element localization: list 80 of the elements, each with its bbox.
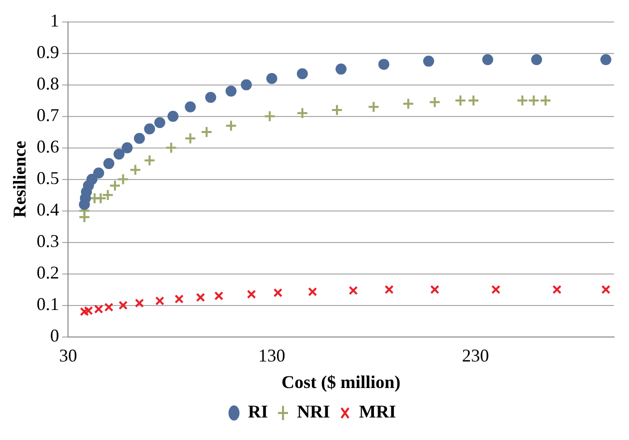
y-tick-label: 0.6	[36, 136, 60, 157]
point	[330, 104, 343, 116]
point	[491, 285, 500, 294]
point	[467, 94, 480, 107]
point	[196, 292, 206, 302]
point	[423, 56, 434, 67]
point	[174, 294, 184, 304]
y-axis-title: Resilience	[9, 140, 30, 218]
point	[264, 110, 276, 122]
point	[368, 100, 380, 113]
point	[122, 142, 133, 154]
point	[84, 306, 94, 316]
y-tick-label: 0.8	[36, 74, 60, 94]
point	[600, 54, 612, 66]
point	[336, 64, 347, 75]
point	[482, 54, 494, 66]
x-axis-title: Cost ($ million)	[282, 372, 401, 392]
point	[214, 291, 224, 300]
point	[86, 174, 98, 185]
point	[102, 189, 114, 202]
point	[94, 304, 104, 314]
point	[155, 296, 164, 306]
point	[273, 288, 282, 298]
y-tick-label: 0.5	[36, 168, 60, 188]
point	[205, 92, 216, 103]
legend-label: NRI	[297, 402, 330, 422]
point	[118, 300, 128, 310]
point	[516, 94, 528, 107]
point	[528, 94, 540, 107]
point	[378, 58, 390, 70]
y-tick-label: 0.9	[36, 42, 60, 62]
point	[103, 158, 114, 170]
y-tick-label: 0.3	[36, 231, 60, 252]
x-tick-label: 30	[59, 345, 78, 366]
point	[93, 168, 104, 178]
legend-label: RI	[248, 402, 268, 422]
point	[168, 110, 179, 122]
point	[184, 132, 196, 144]
point	[134, 132, 145, 144]
point	[134, 298, 144, 308]
point	[94, 192, 107, 204]
point	[144, 123, 156, 134]
point	[200, 126, 213, 138]
x-tick-label: 130	[258, 345, 286, 366]
y-tick-label: 0.4	[36, 200, 60, 220]
point	[454, 94, 466, 107]
legend-label: MRI	[359, 402, 396, 422]
point	[296, 107, 308, 120]
point	[165, 142, 178, 154]
point	[114, 148, 125, 160]
point	[246, 290, 256, 299]
y-tick-label: 1	[50, 10, 60, 31]
point	[308, 287, 318, 296]
point	[540, 94, 552, 107]
point	[154, 117, 166, 128]
point	[225, 120, 238, 132]
y-tick-label: 0	[50, 326, 60, 346]
point	[601, 285, 610, 294]
point	[117, 173, 130, 186]
point	[430, 285, 440, 294]
y-tick-label: 0.2	[36, 262, 60, 283]
point	[428, 96, 441, 108]
point	[108, 180, 121, 192]
y-tick-label: 0.7	[36, 105, 60, 126]
point	[402, 98, 414, 110]
point	[552, 285, 562, 294]
point	[129, 164, 142, 176]
point	[184, 101, 196, 112]
point	[80, 307, 89, 316]
y-tick-label: 0.1	[36, 294, 60, 314]
point	[348, 286, 358, 296]
point	[531, 54, 542, 66]
point	[144, 154, 156, 166]
point	[266, 73, 278, 84]
point	[226, 86, 237, 97]
point	[384, 285, 394, 294]
x-tick-label: 230	[462, 345, 489, 366]
point	[104, 302, 114, 312]
point	[296, 68, 308, 80]
point	[240, 79, 252, 90]
